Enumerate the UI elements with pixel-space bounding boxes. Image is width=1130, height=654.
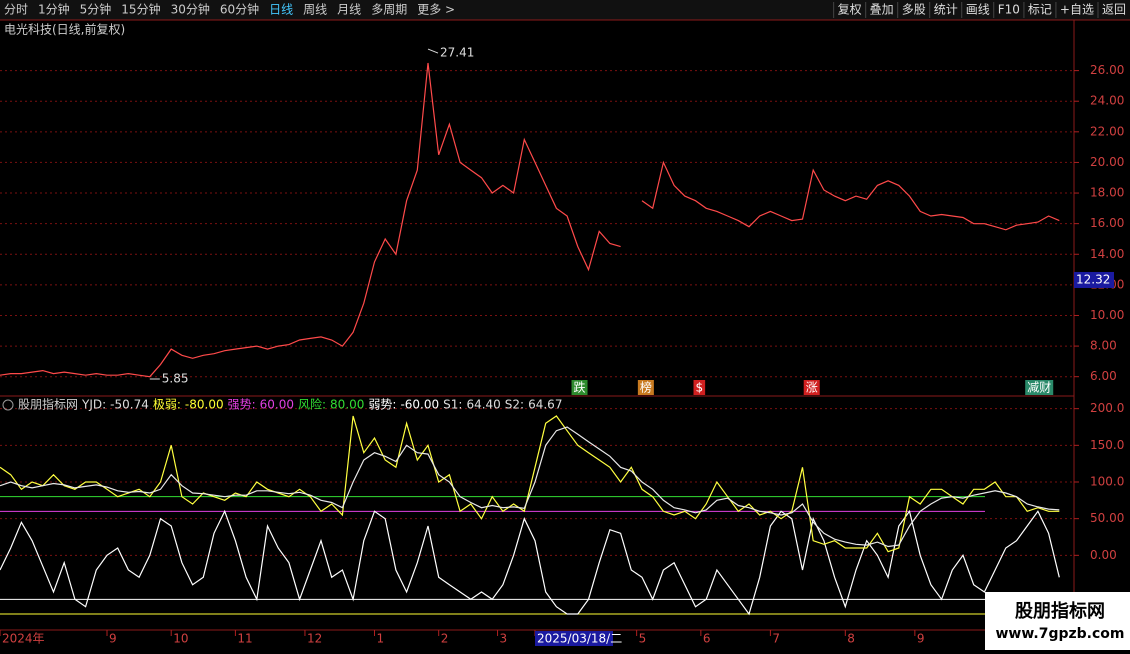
series-line (0, 426, 1060, 548)
extreme-label: 27.41 (440, 46, 474, 60)
series-line (0, 415, 1060, 553)
toolbar-button[interactable]: +自选 (1060, 3, 1094, 17)
watermark-url: www.7gpzb.com (995, 626, 1124, 642)
toolbar-button[interactable]: 多股 (902, 3, 926, 17)
price-label: 12.32 (1076, 272, 1110, 286)
event-label: 减财 (1027, 381, 1051, 395)
legend-entry: 80.00 (330, 398, 364, 412)
toolbar-button[interactable]: 标记 (1028, 3, 1052, 17)
x-tick-label: 5 (639, 632, 647, 646)
x-tick-label: 7 (772, 632, 780, 646)
toolbar-button[interactable]: F10 (998, 3, 1020, 17)
event-badge (693, 380, 706, 395)
y-tick-label: 8.00 (1090, 339, 1117, 353)
y-tick-label: 26.00 (1090, 63, 1124, 77)
legend-entry: YJD: (81, 398, 106, 412)
watermark-title: 股朋指标网 (1014, 600, 1105, 622)
x-tick-label: 3 (500, 632, 508, 646)
toolbar-button[interactable]: 分时 (4, 3, 28, 17)
legend-entry: 弱势: (368, 398, 396, 412)
legend-entry: S1: (443, 398, 462, 412)
legend-entry: 强势: (228, 398, 256, 412)
x-tick-label: 2 (441, 632, 449, 646)
extreme-label: 5.85 (162, 371, 189, 385)
y-tick-label: 16.00 (1090, 216, 1124, 230)
event-label: $ (696, 381, 704, 395)
legend-entry: 64.67 (528, 398, 562, 412)
y-tick-label: 100.0 (1090, 475, 1124, 489)
legend-entry: -80.00 (185, 398, 224, 412)
event-badge (803, 380, 820, 395)
x-tick-label: 11 (237, 632, 252, 646)
x-tick-label: 9 (109, 632, 117, 646)
series-line (0, 62, 1060, 378)
toolbar-button[interactable]: 5分钟 (80, 2, 112, 17)
event-label: 跌 (574, 380, 586, 395)
y-tick-label: 200.0 (1090, 401, 1124, 415)
legend-entry: 60.00 (260, 398, 294, 412)
toolbar-button[interactable]: 返回 (1102, 3, 1126, 17)
event-badge (637, 380, 654, 395)
x-tick-label: 2025/03/18/二 (537, 632, 622, 646)
toolbar-button[interactable]: 周线 (303, 3, 327, 17)
y-tick-label: 14.00 (1090, 247, 1124, 261)
y-tick-label: 0.00 (1090, 548, 1117, 562)
x-tick-label: 9 (917, 632, 925, 646)
stock-title: 电光科技(日线,前复权) (4, 22, 125, 37)
watermark-box (985, 592, 1130, 650)
event-badge (1025, 380, 1054, 395)
toolbar-button[interactable]: 多周期 (371, 3, 407, 17)
event-label: 榜 (640, 380, 652, 395)
panel-icon (2, 399, 14, 411)
price-box (1074, 271, 1114, 288)
x-tick-label: 8 (847, 632, 855, 646)
x-tick-label: 10 (173, 632, 188, 646)
x-tick-label: 6 (703, 632, 711, 646)
legend-entry: 风险: (298, 397, 326, 412)
x-tick-label: 2024年 (2, 632, 45, 646)
toolbar-button[interactable]: 日线 (269, 3, 293, 17)
event-badge (571, 380, 588, 395)
toolbar-button[interactable]: 30分钟 (171, 2, 210, 17)
y-tick-label: 10.00 (1090, 308, 1124, 322)
y-tick-label: 50.00 (1090, 511, 1124, 525)
legend-entry: -60.00 (400, 398, 439, 412)
toolbar-button[interactable]: 复权 (838, 3, 862, 17)
y-tick-label: 18.00 (1090, 186, 1124, 200)
x-tick-label: 12 (307, 632, 322, 646)
legend-entry: -50.74 (110, 398, 149, 412)
event-label: 涨 (806, 380, 818, 395)
legend-entry: 64.40 (466, 398, 500, 412)
legend-entry: S2: (505, 398, 524, 412)
toolbar-button[interactable]: 1分钟 (38, 2, 70, 17)
toolbar-button[interactable]: 画线 (966, 3, 990, 17)
legend-entry: 极弱: (153, 398, 181, 412)
y-tick-label: 6.00 (1090, 369, 1117, 383)
series-line (0, 509, 1060, 616)
y-tick-label: 20.00 (1090, 155, 1124, 169)
toolbar-button[interactable]: 月线 (337, 3, 361, 17)
toolbar-button[interactable]: 统计 (934, 3, 958, 17)
y-tick-label: 150.0 (1090, 438, 1124, 452)
legend-entry: 股朋指标网 (18, 397, 78, 412)
toolbar (0, 0, 1130, 20)
x-tick-label: 1 (377, 632, 385, 646)
pointer (427, 48, 439, 54)
tick-highlight (535, 631, 613, 646)
toolbar-button[interactable]: 60分钟 (220, 2, 259, 17)
y-tick-label: 22.00 (1090, 124, 1124, 138)
toolbar-button[interactable]: 15分钟 (121, 2, 160, 17)
toolbar-button[interactable]: 更多 > (417, 3, 455, 17)
toolbar-button[interactable]: 叠加 (870, 3, 894, 17)
y-tick-label: 24.00 (1090, 94, 1124, 108)
